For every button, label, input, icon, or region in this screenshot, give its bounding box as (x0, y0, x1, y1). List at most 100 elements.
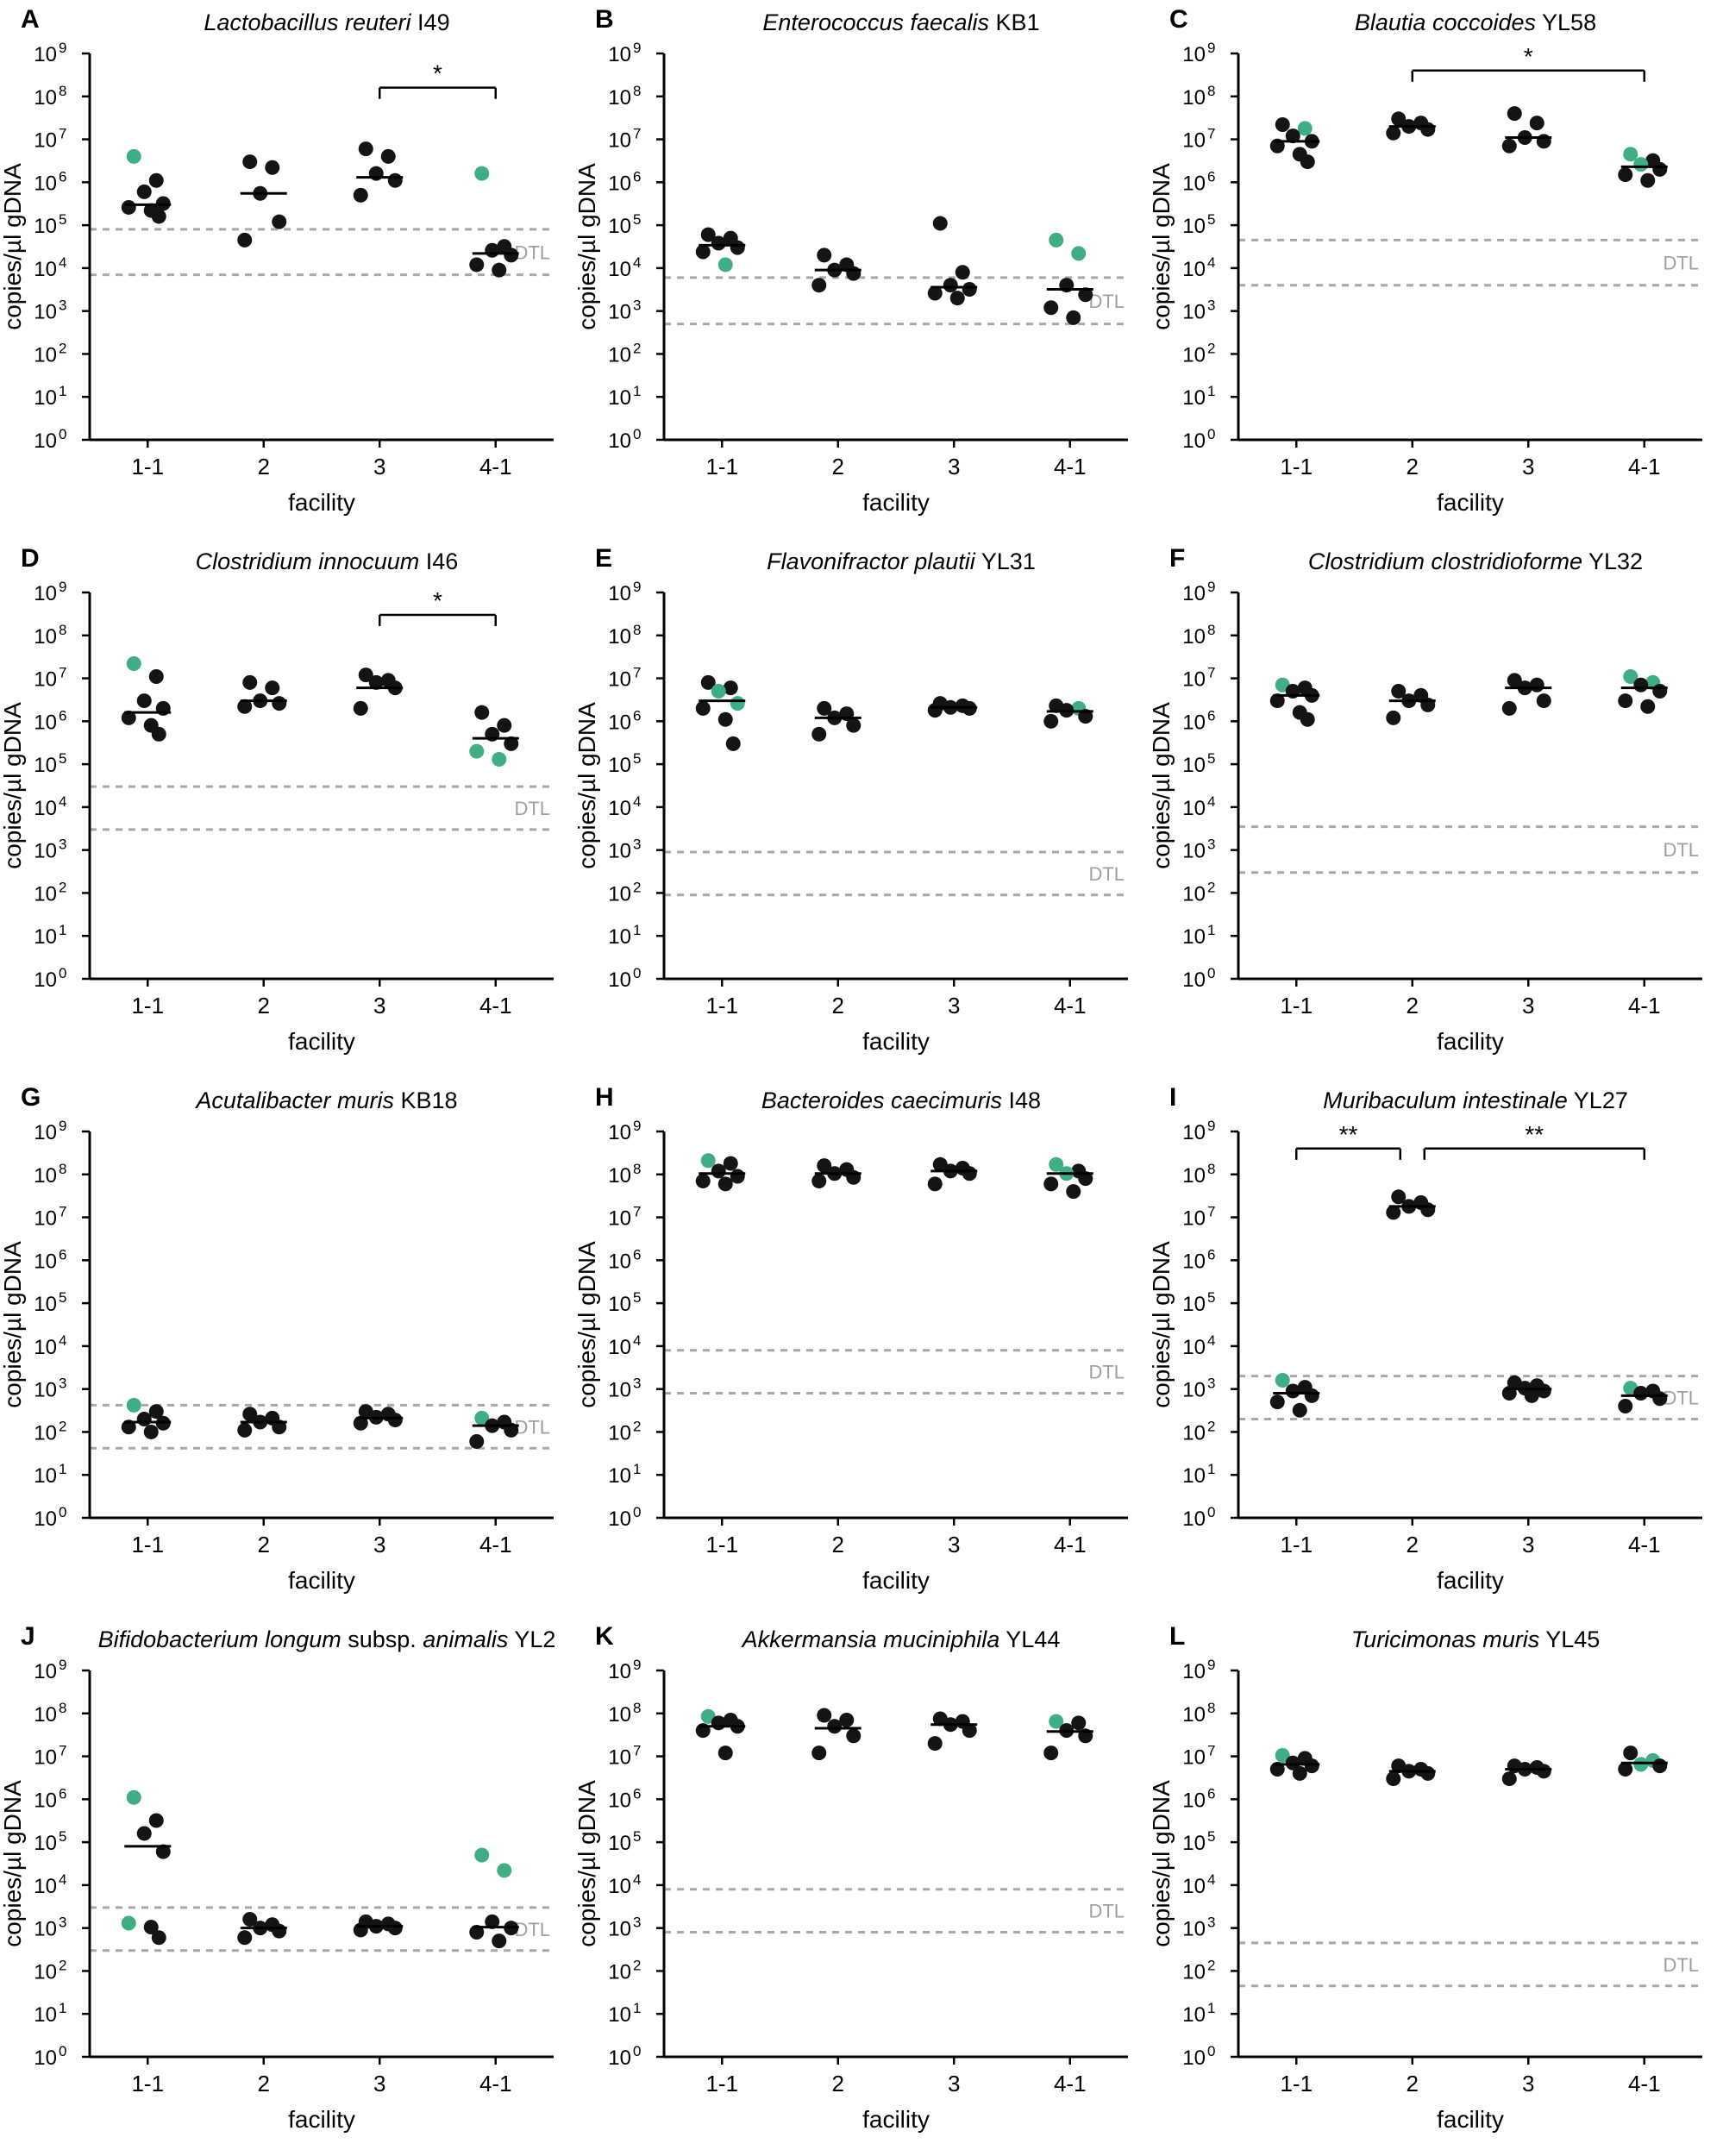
species-name: Enterococcus faecalis (762, 9, 990, 35)
y-tick-label: 10 (608, 1379, 631, 1402)
y-tick-label: 10 (608, 968, 631, 992)
y-tick-exponent: 4 (1207, 1332, 1215, 1349)
data-point (1640, 699, 1656, 714)
y-tick-label: 10 (608, 1164, 631, 1188)
y-tick-label: 10 (608, 840, 631, 863)
y-tick-label: 10 (608, 1507, 631, 1531)
data-point (1652, 1391, 1668, 1407)
panel-letter-L: L (1169, 1622, 1186, 1651)
y-tick-label: 10 (1182, 1293, 1206, 1316)
panel-title-H: Bacteroides caecimuris I48 (574, 1078, 1149, 1114)
y-tick-exponent: 3 (59, 1376, 66, 1392)
y-tick-exponent: 1 (59, 1461, 66, 1477)
x-tick-label: 3 (948, 454, 960, 479)
strain-name: I46 (419, 548, 459, 574)
y-tick-label: 10 (34, 1250, 57, 1273)
y-tick-exponent: 7 (633, 1743, 641, 1759)
y-tick-label: 10 (34, 1421, 57, 1445)
x-tick-label: 3 (373, 1532, 385, 1557)
y-tick-exponent: 5 (59, 750, 66, 767)
data-point (1633, 677, 1649, 693)
data-point (927, 1736, 943, 1752)
data-point (1420, 1765, 1436, 1781)
y-tick-exponent: 5 (633, 1289, 641, 1306)
data-point (272, 696, 287, 711)
data-point (504, 248, 519, 263)
data-point (1536, 693, 1551, 709)
y-tick-exponent: 9 (633, 579, 641, 595)
data-point (1391, 684, 1407, 699)
data-point (121, 1915, 136, 1931)
panel-title-C: Blautia coccoides YL58 (1149, 0, 1723, 36)
y-tick-exponent: 7 (59, 1204, 66, 1220)
y-tick-label: 10 (1182, 1207, 1206, 1231)
y-tick-exponent: 3 (59, 1915, 66, 1931)
data-point (358, 141, 373, 157)
panel-H: H Bacteroides caecimuris I48 DTL 10 0 10 1 10… (574, 1078, 1149, 1617)
y-tick-exponent: 5 (633, 750, 641, 767)
y-tick-exponent: 7 (633, 126, 641, 142)
panel-letter-D: D (21, 544, 40, 573)
y-tick-label: 10 (1182, 343, 1206, 367)
data-point (1652, 1758, 1668, 1774)
y-tick-label: 10 (34, 43, 57, 66)
y-tick-exponent: 2 (633, 1957, 641, 1973)
y-tick-exponent: 9 (633, 1657, 641, 1673)
dtl-label: DTL (1663, 839, 1699, 861)
data-point (1071, 1715, 1087, 1731)
data-point (143, 1920, 159, 1935)
data-point (492, 1934, 507, 1949)
y-tick-exponent: 3 (633, 1915, 641, 1931)
sig-label: * (433, 587, 442, 614)
y-tick-label: 10 (608, 301, 631, 324)
y-tick-label: 10 (34, 711, 57, 734)
y-tick-exponent: 9 (59, 40, 66, 56)
panel-title-K: Akkermansia muciniphila YL44 (574, 1617, 1149, 1653)
y-tick-exponent: 3 (633, 298, 641, 314)
y-tick-exponent: 8 (1207, 622, 1215, 638)
y-tick-label: 10 (608, 1960, 631, 1984)
y-tick-label: 10 (1182, 1960, 1206, 1984)
x-axis-label: facility (862, 1567, 930, 1594)
data-point (1618, 693, 1633, 709)
y-tick-exponent: 0 (59, 426, 66, 442)
data-point (353, 1415, 368, 1431)
y-tick-label: 10 (1182, 797, 1206, 820)
y-tick-exponent: 2 (633, 340, 641, 356)
y-tick-exponent: 5 (1207, 1289, 1215, 1306)
x-axis-label: facility (862, 2106, 930, 2133)
y-tick-exponent: 8 (59, 622, 66, 638)
y-tick-label: 10 (608, 668, 631, 692)
y-tick-exponent: 0 (1207, 2043, 1215, 2059)
y-tick-label: 10 (608, 1293, 631, 1316)
y-tick-exponent: 7 (59, 126, 66, 142)
y-tick-label: 10 (34, 1507, 57, 1531)
y-tick-label: 10 (608, 2046, 631, 2070)
dtl-label: DTL (1088, 1362, 1125, 1383)
data-point (469, 743, 485, 759)
data-point (353, 187, 368, 203)
x-axis-label: facility (862, 489, 930, 516)
y-tick-label: 10 (1182, 1832, 1206, 1855)
y-tick-label: 10 (608, 215, 631, 238)
y-tick-label: 10 (34, 86, 57, 110)
y-tick-exponent: 7 (1207, 1204, 1215, 1220)
y-tick-label: 10 (608, 582, 631, 605)
data-point (1043, 1176, 1059, 1192)
y-tick-exponent: 2 (59, 879, 66, 895)
panel-K: K Akkermansia muciniphila YL44 DTL 10 0 10 1… (574, 1617, 1149, 2156)
data-point (839, 1712, 855, 1727)
y-tick-exponent: 4 (59, 793, 66, 810)
y-tick-exponent: 6 (59, 707, 66, 724)
x-tick-label: 2 (832, 993, 844, 1018)
x-tick-label: 3 (1522, 1532, 1534, 1557)
data-point (387, 1921, 403, 1936)
data-point (143, 1424, 159, 1439)
y-tick-exponent: 4 (59, 1332, 66, 1349)
strain-name: YL27 (1567, 1087, 1628, 1113)
data-point (1652, 684, 1668, 699)
data-point (1043, 300, 1059, 316)
x-axis-label: facility (1437, 1028, 1504, 1055)
